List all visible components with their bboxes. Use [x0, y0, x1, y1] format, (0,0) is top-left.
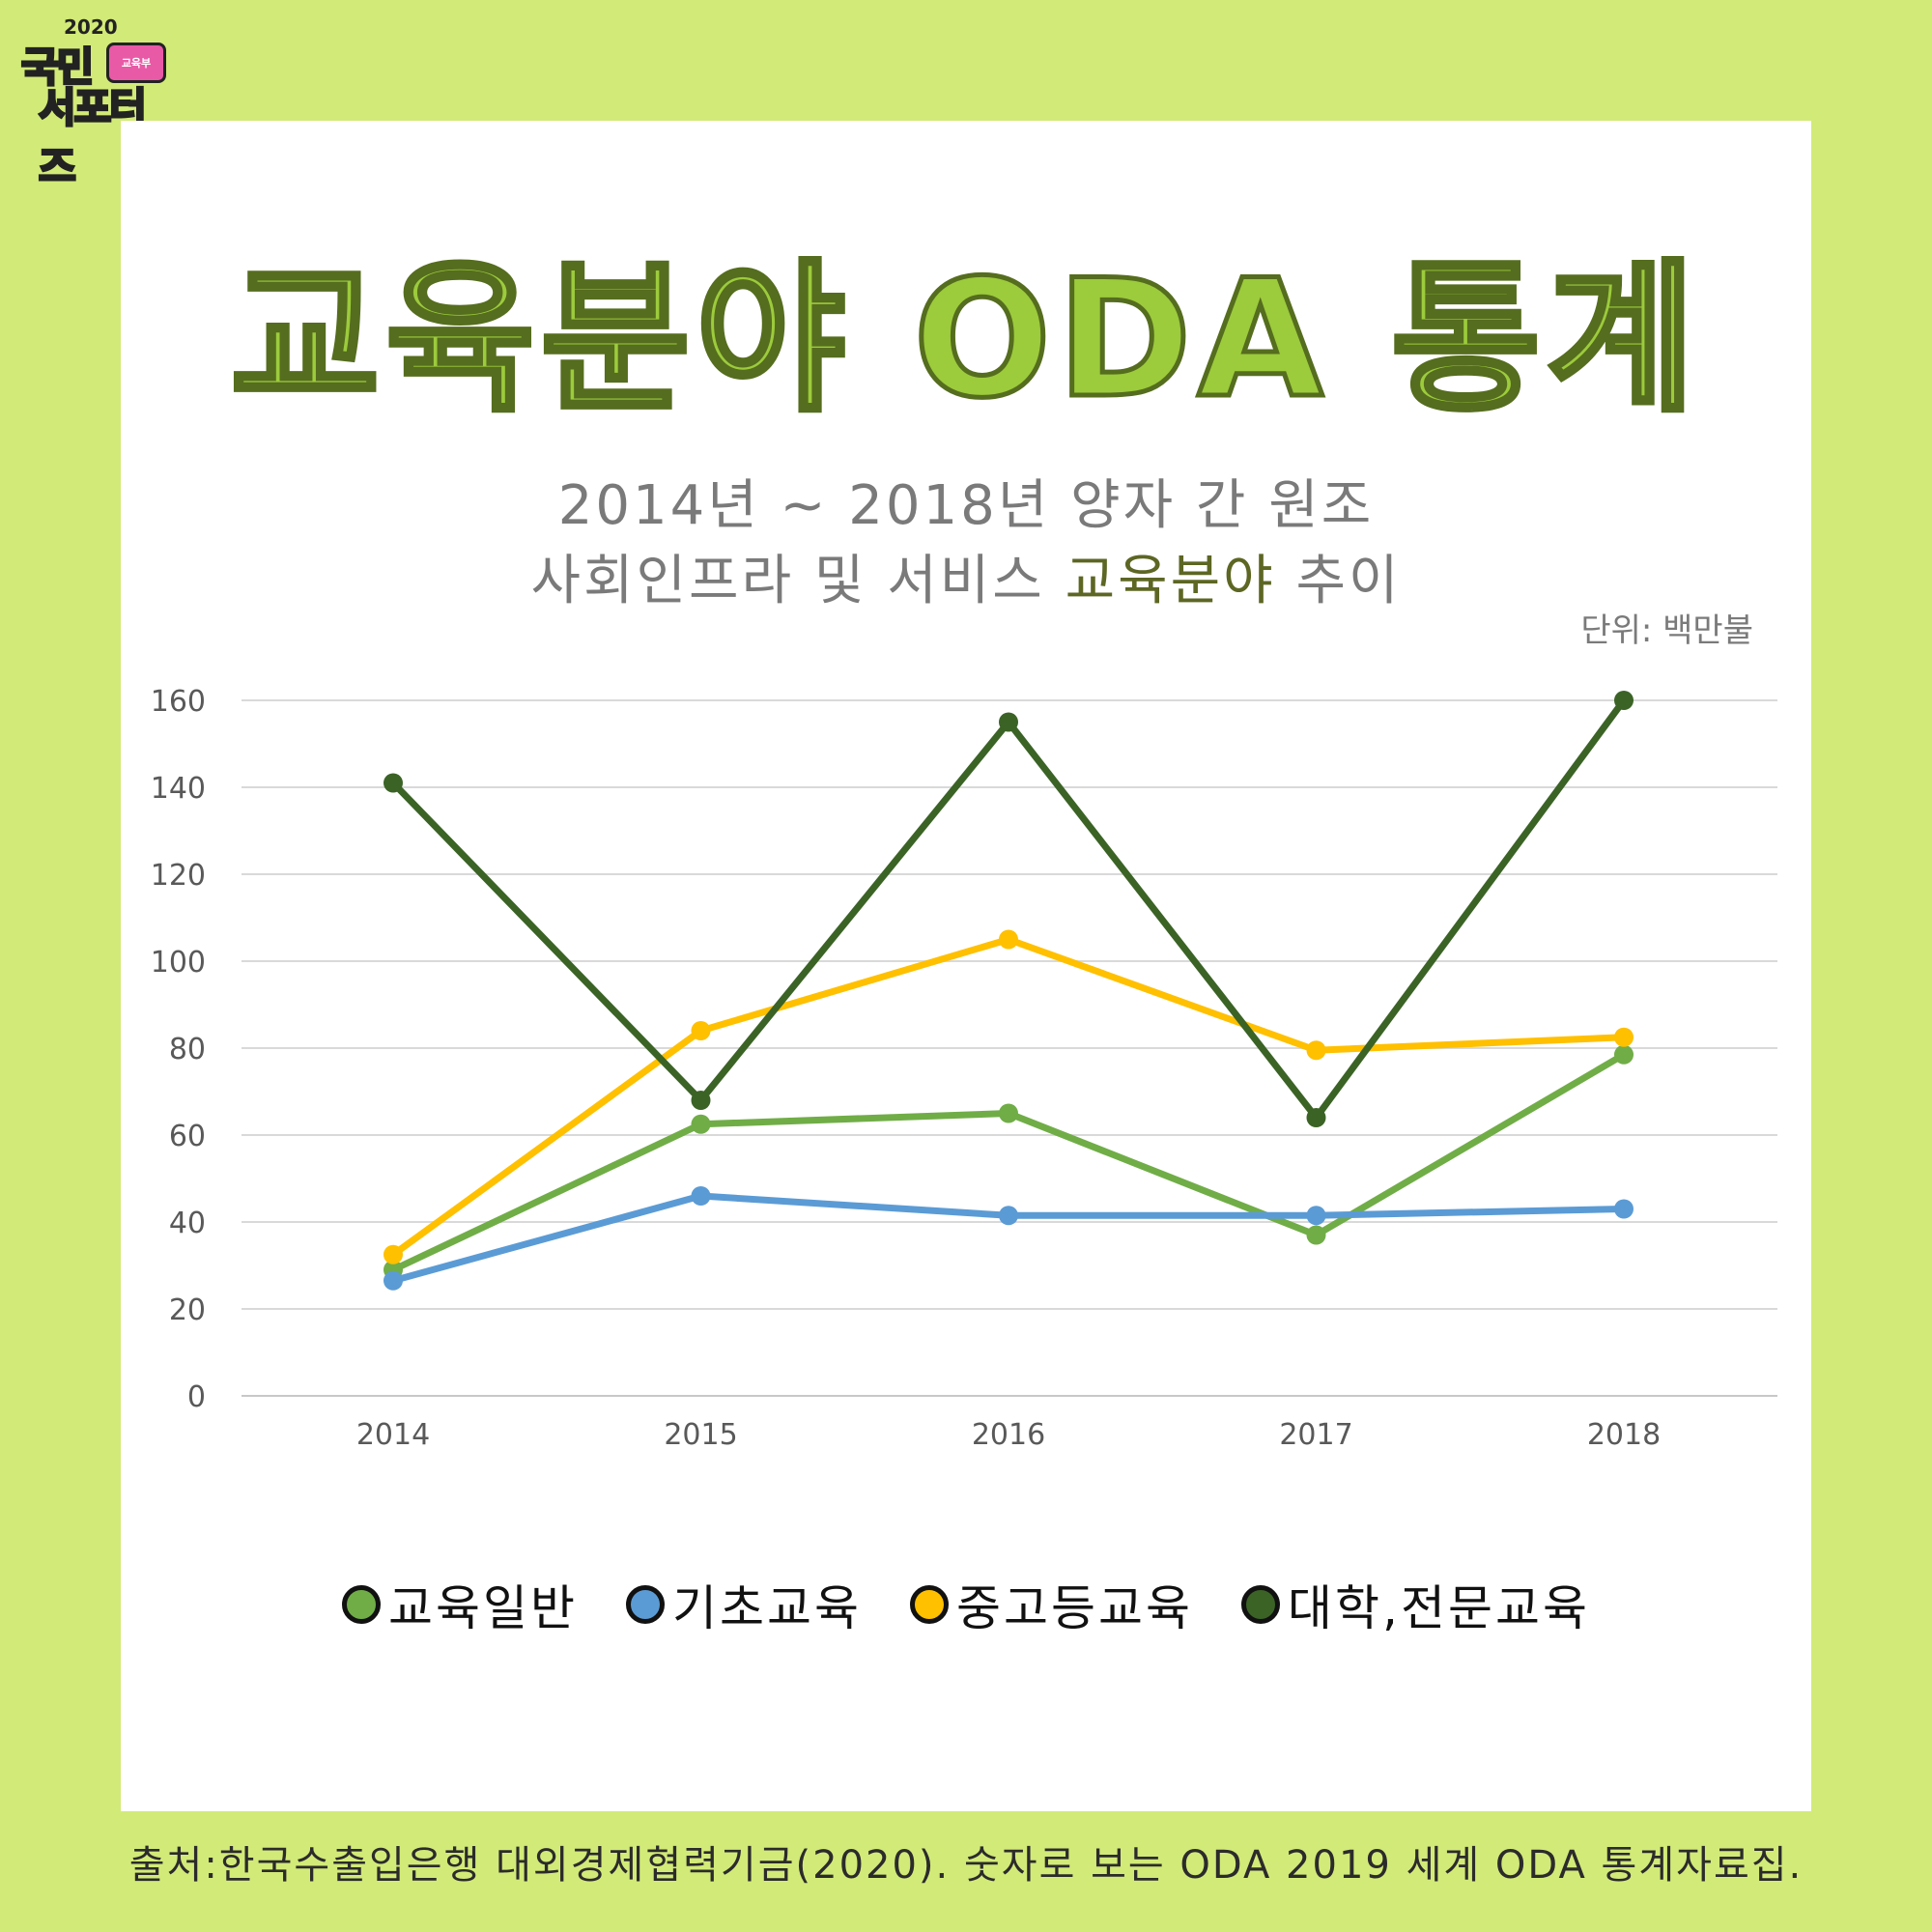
- y-tick-label: 140: [151, 772, 206, 806]
- subtitle-highlight: 교육분야: [1065, 550, 1276, 612]
- y-tick-label: 40: [169, 1207, 206, 1240]
- legend-item: 교육일반: [342, 1570, 578, 1639]
- data-point: [384, 773, 403, 793]
- y-tick-label: 120: [151, 859, 206, 893]
- data-point: [691, 1114, 711, 1134]
- subtitle-suffix: 추이: [1275, 550, 1402, 612]
- supporters-logo: 2020 국민 교육부 서포터즈: [17, 14, 166, 192]
- data-point: [691, 1021, 711, 1040]
- logo-year: 2020: [64, 15, 118, 39]
- line-chart: 0 20 40 60 80 100 120 140 160 2014 2015 2016 2017 201…: [151, 685, 1777, 1452]
- y-tick-label: 20: [169, 1293, 206, 1327]
- data-point: [1306, 1206, 1326, 1226]
- chart-card: 교육분야 ODA 통계 2014년 ~ 2018년 양자 간 원조 사회인프라 …: [121, 121, 1811, 1811]
- x-tick-label: 2014: [356, 1418, 430, 1452]
- logo-line1: 국민: [19, 43, 95, 93]
- logo-tv-badge: 교육부: [106, 43, 166, 83]
- legend-label: 교육일반: [388, 1580, 579, 1636]
- data-point: [999, 712, 1018, 732]
- y-tick-label: 100: [151, 946, 206, 980]
- x-tick-label: 2018: [1587, 1418, 1661, 1452]
- y-tick-label: 80: [169, 1033, 206, 1066]
- data-point: [1306, 1225, 1326, 1245]
- chart-legend: 교육일반 기초교육 중고등교육 대학,전문교육: [121, 1570, 1811, 1639]
- source-citation: 출처:한국수출입은행 대외경제협력기금(2020). 숫자로 보는 ODA 20…: [128, 1843, 1804, 1888]
- subtitle-line1: 2014년 ~ 2018년 양자 간 원조: [557, 474, 1375, 537]
- unit-label: 단위: 백만불: [1580, 611, 1753, 650]
- x-tick-label: 2015: [664, 1418, 737, 1452]
- x-tick-label: 2017: [1279, 1418, 1352, 1452]
- legend-swatch-icon: [910, 1585, 950, 1624]
- y-tick-label: 160: [151, 685, 206, 719]
- legend-label: 기초교육: [672, 1580, 863, 1636]
- series-line: [389, 696, 1628, 1122]
- subtitle-prefix: 사회인프라 및 서비스: [530, 550, 1065, 612]
- legend-swatch-icon: [342, 1585, 382, 1624]
- data-point: [999, 929, 1018, 950]
- x-tick-label: 2016: [972, 1418, 1045, 1452]
- data-point: [1306, 1108, 1326, 1127]
- data-point: [384, 1244, 403, 1264]
- data-point: [691, 1186, 711, 1206]
- chart-subtitle: 2014년 ~ 2018년 양자 간 원조 사회인프라 및 서비스 교육분야 추…: [121, 469, 1811, 619]
- data-point: [1614, 1027, 1634, 1047]
- data-point: [1614, 1199, 1634, 1219]
- page-title: 교육분야 ODA 통계: [228, 242, 1702, 437]
- legend-item: 기초교육: [626, 1570, 862, 1639]
- legend-label: 중고등교육: [956, 1580, 1194, 1636]
- legend-item: 대학,전문교육: [1241, 1570, 1590, 1639]
- data-point: [999, 1206, 1018, 1226]
- data-point: [1614, 691, 1634, 710]
- data-point: [999, 1103, 1018, 1123]
- legend-label: 대학,전문교육: [1288, 1580, 1590, 1636]
- data-point: [1614, 1044, 1634, 1065]
- y-tick-label: 60: [169, 1120, 206, 1153]
- y-tick-label: 0: [187, 1380, 206, 1414]
- legend-item: 중고등교육: [910, 1570, 1193, 1639]
- data-point: [384, 1270, 403, 1291]
- data-point: [1306, 1040, 1326, 1061]
- legend-swatch-icon: [1241, 1585, 1281, 1624]
- data-point: [691, 1091, 711, 1110]
- subtitle-line2: 사회인프라 및 서비스 교육분야 추이: [121, 544, 1811, 619]
- legend-swatch-icon: [626, 1585, 666, 1624]
- series-line: [389, 1051, 1628, 1273]
